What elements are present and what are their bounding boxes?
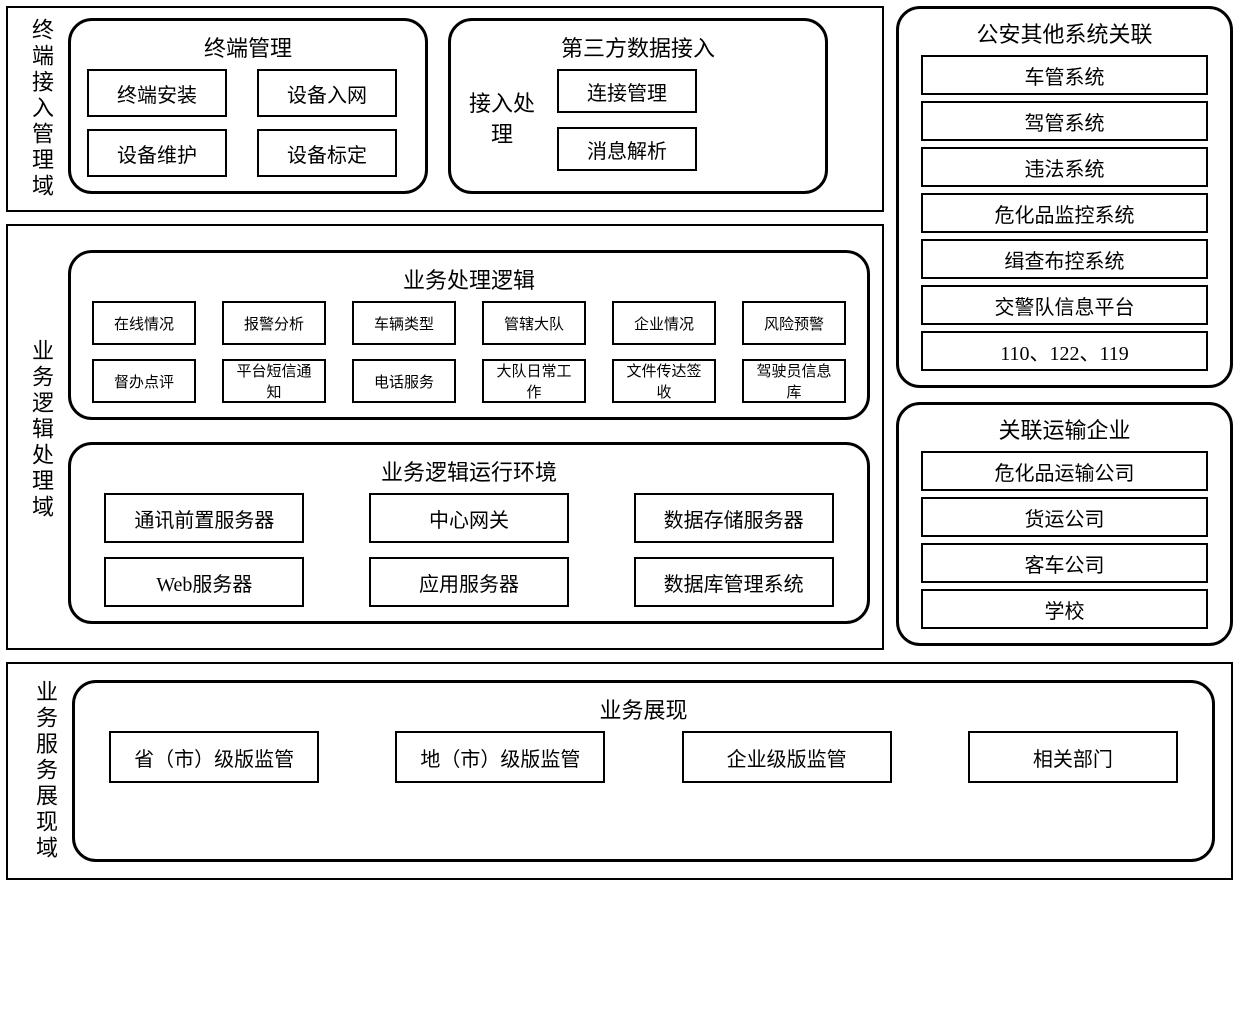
domain-terminal-access: 终端接入管理域 终端管理 终端安装 设备入网 设备维护 设备标定 第三方数据接入 — [6, 6, 884, 212]
domain-label: 业务逻辑处理域 — [20, 236, 68, 624]
item-box: 应用服务器 — [369, 557, 569, 607]
item-box: 数据存储服务器 — [634, 493, 834, 543]
item-box: 连接管理 — [557, 69, 697, 113]
item-box: 督办点评 — [92, 359, 196, 403]
item-box: 数据库管理系统 — [634, 557, 834, 607]
item-box: 驾管系统 — [921, 101, 1208, 141]
group-title: 公安其他系统关联 — [921, 15, 1208, 55]
item-box: 在线情况 — [92, 301, 196, 345]
item-box: 交警队信息平台 — [921, 285, 1208, 325]
item-box: 电话服务 — [352, 359, 456, 403]
group-title: 业务处理逻辑 — [87, 261, 851, 301]
item-box: 110、122、119 — [921, 331, 1208, 371]
item-box: 危化品运输公司 — [921, 451, 1208, 491]
domain-label: 业务服务展现域 — [24, 680, 72, 862]
item-box: 客车公司 — [921, 543, 1208, 583]
item-box: 驾驶员信息库 — [742, 359, 846, 403]
group-title: 第三方数据接入 — [467, 29, 809, 69]
item-box: 大队日常工作 — [482, 359, 586, 403]
item-box: 企业级版监管 — [682, 731, 892, 783]
item-box: 省（市）级版监管 — [109, 731, 319, 783]
item-box: 管辖大队 — [482, 301, 586, 345]
group-title: 业务逻辑运行环境 — [87, 453, 851, 493]
item-box: 缉查布控系统 — [921, 239, 1208, 279]
item-box: 车管系统 — [921, 55, 1208, 95]
item-box: 相关部门 — [968, 731, 1178, 783]
group-processing-logic: 业务处理逻辑 在线情况 报警分析 车辆类型 管辖大队 企业情况 风险预警 督办点… — [68, 250, 870, 420]
group-runtime-env: 业务逻辑运行环境 通讯前置服务器 中心网关 数据存储服务器 Web服务器 应用服… — [68, 442, 870, 624]
item-box: 中心网关 — [369, 493, 569, 543]
item-box: 消息解析 — [557, 127, 697, 171]
group-presentation: 业务展现 省（市）级版监管 地（市）级版监管 企业级版监管 相关部门 — [72, 680, 1215, 862]
domain-label: 终端接入管理域 — [20, 18, 68, 200]
group-title: 关联运输企业 — [921, 411, 1208, 451]
group-police-systems: 公安其他系统关联 车管系统 驾管系统 违法系统 危化品监控系统 缉查布控系统 交… — [896, 6, 1233, 388]
item-box: 设备标定 — [257, 129, 397, 177]
item-box: 学校 — [921, 589, 1208, 629]
item-box: 车辆类型 — [352, 301, 456, 345]
item-box: 企业情况 — [612, 301, 716, 345]
group-transport-enterprises: 关联运输企业 危化品运输公司 货运公司 客车公司 学校 — [896, 402, 1233, 646]
inner-label: 接入处理 — [467, 89, 537, 151]
item-box: 设备入网 — [257, 69, 397, 117]
item-box: 终端安装 — [87, 69, 227, 117]
item-box: 违法系统 — [921, 147, 1208, 187]
item-box: 文件传达签收 — [612, 359, 716, 403]
item-box: 设备维护 — [87, 129, 227, 177]
group-title: 业务展现 — [91, 691, 1196, 731]
item-box: 通讯前置服务器 — [104, 493, 304, 543]
domain-presentation: 业务服务展现域 业务展现 省（市）级版监管 地（市）级版监管 企业级版监管 相关… — [6, 662, 1233, 880]
group-terminal-mgmt: 终端管理 终端安装 设备入网 设备维护 设备标定 — [68, 18, 428, 194]
item-box: 风险预警 — [742, 301, 846, 345]
item-box: 平台短信通知 — [222, 359, 326, 403]
item-box: 地（市）级版监管 — [395, 731, 605, 783]
item-box: Web服务器 — [104, 557, 304, 607]
item-box: 危化品监控系统 — [921, 193, 1208, 233]
item-box: 报警分析 — [222, 301, 326, 345]
group-title: 终端管理 — [87, 29, 409, 69]
group-third-party: 第三方数据接入 接入处理 连接管理 消息解析 — [448, 18, 828, 194]
item-box: 货运公司 — [921, 497, 1208, 537]
domain-business-logic: 业务逻辑处理域 业务处理逻辑 在线情况 报警分析 车辆类型 管辖大队 企业情况 … — [6, 224, 884, 650]
